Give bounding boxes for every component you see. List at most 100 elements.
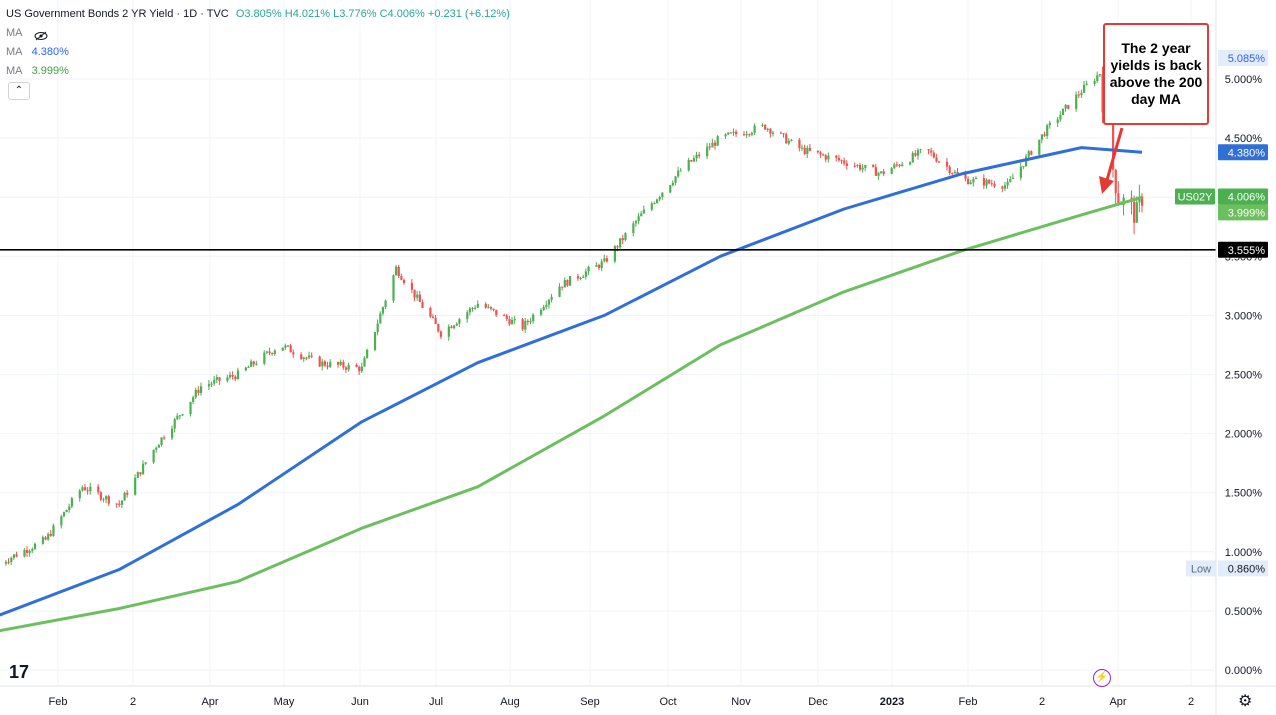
candle-body — [748, 134, 751, 136]
candle-body — [492, 308, 495, 310]
candle-body — [1083, 84, 1086, 93]
symbol-title[interactable]: US Government Bonds 2 YR Yield · 1D · TV… — [6, 8, 229, 20]
candle-body — [68, 506, 71, 510]
x-tick-label: Aug — [500, 696, 520, 708]
candle-body — [988, 179, 991, 184]
candle-body — [637, 216, 640, 222]
candle-body — [33, 543, 37, 550]
x-tick-label: Feb — [959, 696, 978, 708]
candle-body — [985, 179, 988, 186]
candle-body — [81, 487, 84, 491]
candle-body — [880, 171, 883, 173]
candle-body — [898, 164, 901, 167]
candle-body — [363, 357, 366, 367]
candle-body — [1061, 108, 1065, 116]
candle-body — [935, 157, 938, 162]
lightning-icon[interactable]: ⚡ — [1093, 669, 1111, 687]
candle-body — [395, 266, 398, 276]
candle-body — [771, 132, 775, 134]
candle-body — [547, 299, 551, 305]
candle-body — [468, 308, 472, 313]
candle-body — [835, 155, 838, 158]
candle-body — [742, 134, 746, 136]
upper-price-label-bg — [1218, 49, 1268, 66]
candle-body — [945, 161, 949, 167]
collapse-legend-button[interactable]: ⌃ — [8, 82, 30, 100]
candle-body — [1096, 75, 1099, 82]
candle-body — [78, 490, 81, 499]
candle-body — [858, 164, 862, 170]
candle-body — [447, 326, 450, 337]
candle-body — [1025, 156, 1028, 167]
candle-body — [1135, 202, 1138, 223]
candle-body — [115, 503, 118, 505]
legend-ma-row-1[interactable]: MA — [6, 24, 510, 43]
candle-body — [634, 221, 638, 224]
tradingview-logo-icon[interactable]: 17 — [9, 662, 30, 682]
candle-body — [300, 354, 303, 359]
candle-body — [12, 554, 16, 558]
y-tick-label: 1.500% — [1225, 488, 1263, 500]
candle-body — [621, 238, 624, 241]
candle-body — [381, 307, 385, 314]
ma-slow-price-label-bg — [1218, 204, 1268, 221]
candle-body — [542, 306, 545, 310]
candle-body — [344, 367, 348, 370]
candle-body — [231, 374, 234, 377]
x-tick-label: 2023 — [880, 696, 904, 708]
candle-body — [70, 498, 74, 507]
candle-body — [1112, 115, 1115, 170]
candle-body — [911, 153, 914, 163]
candle-body — [605, 258, 609, 262]
candle-body — [194, 389, 197, 398]
candle-body — [1006, 181, 1009, 186]
candle-body — [650, 203, 653, 210]
candle-body — [877, 172, 880, 176]
candles — [4, 66, 1144, 566]
candle-body — [321, 361, 324, 367]
low-tag-label-bg — [1186, 560, 1216, 577]
time-axis[interactable]: Feb 2 Apr May Jun Jul Aug Sep Oct Nov Dec 2023 Feb 2 A… — [0, 685, 1276, 708]
candle-body — [674, 176, 677, 183]
candle-body — [1022, 166, 1025, 168]
candle-body — [964, 174, 967, 179]
candle-body — [787, 140, 790, 144]
candle-body — [856, 164, 859, 166]
candle-body — [268, 351, 271, 354]
candle-body — [392, 275, 395, 301]
ma-slow-price-label: 3.999% — [1228, 207, 1266, 219]
price-axis[interactable]: 0.000% 0.500% 1.000% 1.500% 2.000% 2.500% 3.00… — [1215, 0, 1263, 715]
low-tag-label: Low — [1191, 563, 1211, 575]
candle-body — [798, 139, 801, 149]
candle-body — [273, 350, 276, 354]
candle-body — [864, 164, 867, 168]
candle-body — [52, 525, 55, 536]
candle-body — [974, 178, 978, 180]
candle-body — [587, 266, 590, 272]
candle-body — [600, 261, 603, 269]
legend-ma-row-2[interactable]: MA 4.380% — [6, 43, 510, 62]
annotation-callout[interactable]: The 2 year yields is back above the 200 … — [1103, 23, 1209, 125]
candle-body — [595, 265, 598, 267]
candle-body — [874, 167, 877, 176]
candle-body — [769, 128, 772, 134]
eye-hidden-icon[interactable] — [34, 29, 48, 40]
candle-body — [47, 533, 50, 540]
candle-body — [692, 158, 696, 162]
candle-body — [927, 149, 930, 151]
x-tick-label: Apr — [1109, 696, 1126, 708]
x-tick-label: 2 — [1039, 696, 1045, 708]
candle-body — [1059, 115, 1062, 120]
candle-body — [806, 147, 809, 154]
candle-body — [144, 462, 147, 464]
candle-body — [827, 155, 830, 160]
gear-icon[interactable]: ⚙ — [1238, 693, 1253, 710]
y-tick-label: 3.000% — [1225, 310, 1263, 322]
candle-body — [247, 366, 250, 368]
candle-body — [1046, 125, 1049, 136]
hline-price-label: 3.555% — [1228, 245, 1266, 257]
candle-body — [1027, 151, 1030, 157]
legend-ma-row-3[interactable]: MA 3.999% — [6, 62, 510, 81]
candle-body — [410, 282, 414, 290]
